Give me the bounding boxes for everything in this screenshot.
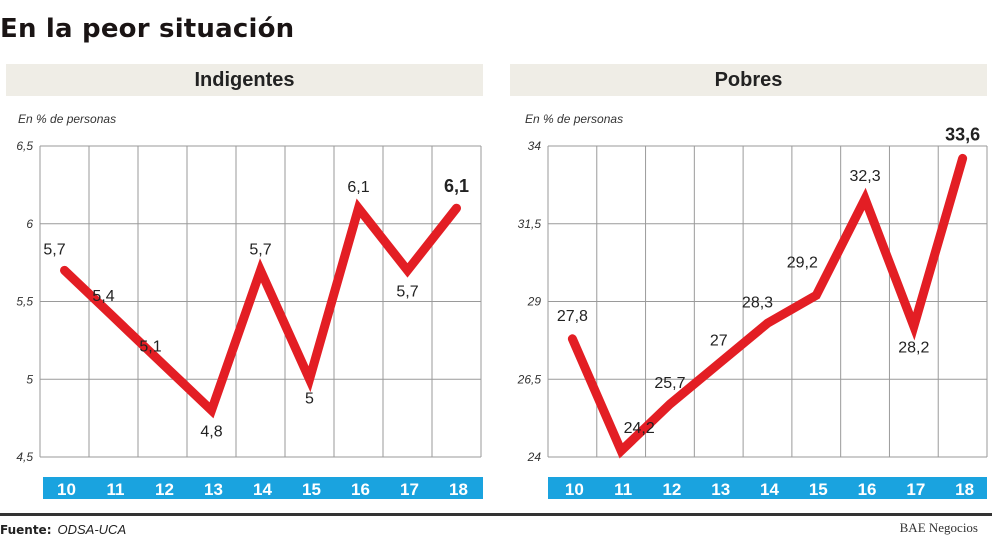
x-tick-label: 18	[955, 480, 974, 499]
x-tick-label: 17	[400, 480, 419, 499]
x-tick-label: 17	[906, 480, 925, 499]
x-axis-bar	[43, 477, 483, 499]
data-label: 24,2	[624, 420, 655, 437]
x-axis-bar	[548, 477, 987, 499]
x-tick-label: 11	[614, 480, 632, 499]
publisher-credit: BAE Negocios	[899, 520, 978, 535]
data-label: 4,8	[200, 423, 222, 440]
x-tick-label: 13	[204, 480, 223, 499]
data-label: 6,1	[347, 179, 369, 196]
data-label: 5	[305, 390, 314, 407]
y-tick-label: 29	[527, 295, 542, 309]
data-label: 5,7	[43, 241, 65, 258]
x-tick-label: 15	[302, 480, 321, 499]
x-tick-label: 10	[565, 480, 584, 499]
data-label: 5,1	[139, 339, 161, 356]
y-tick-label: 31,5	[518, 217, 542, 231]
y-tick-label: 5	[26, 372, 33, 386]
x-tick-label: 15	[809, 480, 828, 499]
data-label: 27,8	[557, 308, 588, 325]
y-axis-unit-pobres: En % de personas	[525, 112, 624, 126]
data-label: 25,7	[654, 375, 685, 392]
y-tick-label: 5,5	[16, 295, 33, 309]
source-note: Fuente: ODSA-UCA	[0, 522, 126, 537]
data-label: 33,6	[945, 124, 980, 144]
data-label: 32,3	[849, 168, 880, 185]
data-label: 28,3	[742, 294, 773, 311]
data-label: 5,7	[249, 241, 271, 258]
x-tick-label: 10	[57, 480, 76, 499]
x-tick-label: 13	[711, 480, 730, 499]
data-label: 27	[710, 333, 728, 350]
x-tick-label: 12	[662, 480, 681, 499]
data-label: 5,4	[92, 288, 114, 305]
y-axis-unit-indigentes: En % de personas	[18, 112, 117, 126]
data-line	[567, 153, 968, 459]
x-tick-label: 11	[107, 480, 125, 499]
footer-divider	[0, 513, 992, 516]
data-label: 29,2	[787, 254, 818, 271]
x-tick-label: 14	[253, 480, 272, 499]
x-tick-label: 14	[760, 480, 779, 499]
x-tick-label: 18	[449, 480, 468, 499]
source-value: ODSA-UCA	[57, 522, 127, 537]
x-tick-label: 16	[351, 480, 370, 499]
data-label: 6,1	[444, 176, 469, 196]
y-tick-label: 26,5	[517, 372, 542, 386]
chart-title-pobres: Pobres	[510, 64, 987, 96]
page-title: En la peor situación	[0, 14, 295, 44]
data-line	[60, 198, 461, 419]
chart-title-indigentes: Indigentes	[6, 64, 483, 96]
y-tick-label: 6,5	[16, 139, 33, 153]
x-tick-label: 16	[858, 480, 877, 499]
y-tick-label: 4,5	[16, 450, 33, 464]
data-label: 28,2	[898, 339, 929, 356]
y-tick-label: 6	[26, 217, 33, 231]
data-label: 5,7	[396, 283, 418, 300]
source-label: Fuente:	[0, 523, 52, 537]
y-tick-label: 24	[527, 450, 542, 464]
x-tick-label: 12	[155, 480, 174, 499]
y-tick-label: 34	[528, 139, 542, 153]
grid	[39, 145, 482, 458]
